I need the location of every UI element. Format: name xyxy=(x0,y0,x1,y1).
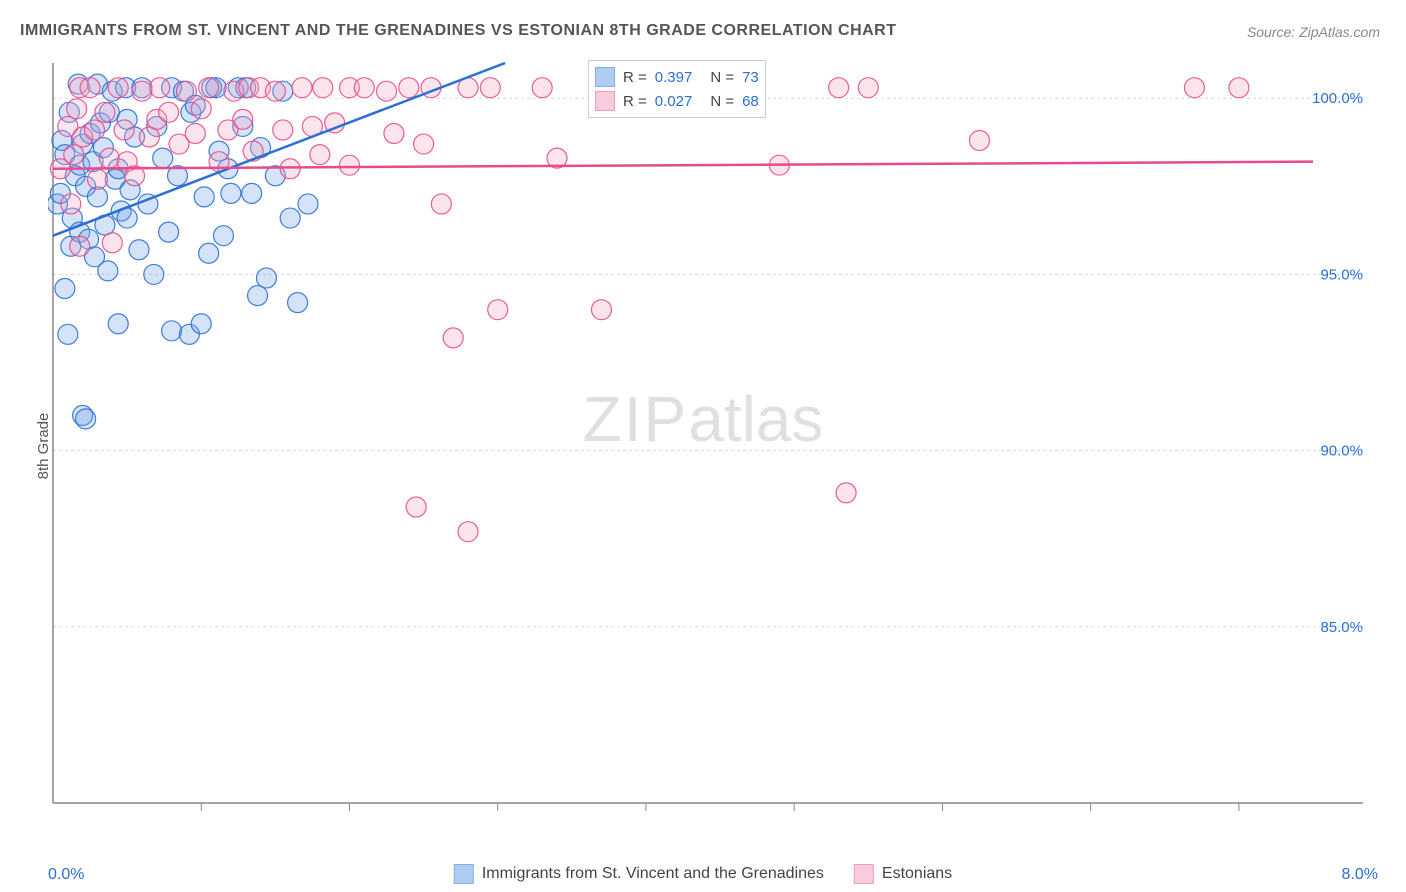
stats-r-label: R = xyxy=(623,93,647,110)
stats-r-value: 0.397 xyxy=(655,69,693,86)
source-citation: Source: ZipAtlas.com xyxy=(1247,24,1380,40)
chart-title: IMMIGRANTS FROM ST. VINCENT AND THE GREN… xyxy=(20,22,897,40)
legend-item-series1: Immigrants from St. Vincent and the Gren… xyxy=(454,864,824,884)
legend-swatch-series2 xyxy=(854,864,874,884)
scatter-plot: 85.0% 90.0% 95.0% 100.0% xyxy=(48,58,1368,828)
svg-text:100.0%: 100.0% xyxy=(1312,90,1363,107)
stats-n-label: N = xyxy=(710,69,734,86)
stats-n-value: 73 xyxy=(742,69,759,86)
stats-r-value: 0.027 xyxy=(655,93,693,110)
stats-swatch xyxy=(595,91,615,111)
legend-swatch-series1 xyxy=(454,864,474,884)
legend-item-series2: Estonians xyxy=(854,864,952,884)
legend-label-series2: Estonians xyxy=(882,865,952,883)
x-axis-min-label: 0.0% xyxy=(48,866,84,884)
stats-swatch xyxy=(595,67,615,87)
stats-r-label: R = xyxy=(623,69,647,86)
stats-n-value: 68 xyxy=(742,93,759,110)
x-axis-max-label: 8.0% xyxy=(1342,866,1378,884)
stats-legend-row: R = 0.397 N = 73 xyxy=(595,65,759,89)
svg-text:90.0%: 90.0% xyxy=(1320,443,1363,460)
bottom-legend: Immigrants from St. Vincent and the Gren… xyxy=(454,864,952,884)
stats-legend-row: R = 0.027 N = 68 xyxy=(595,89,759,113)
svg-text:95.0%: 95.0% xyxy=(1320,266,1363,283)
stats-n-label: N = xyxy=(710,93,734,110)
svg-text:85.0%: 85.0% xyxy=(1320,619,1363,636)
stats-legend-box: R = 0.397 N = 73 R = 0.027 N = 68 xyxy=(588,60,766,118)
legend-label-series1: Immigrants from St. Vincent and the Gren… xyxy=(482,865,824,883)
